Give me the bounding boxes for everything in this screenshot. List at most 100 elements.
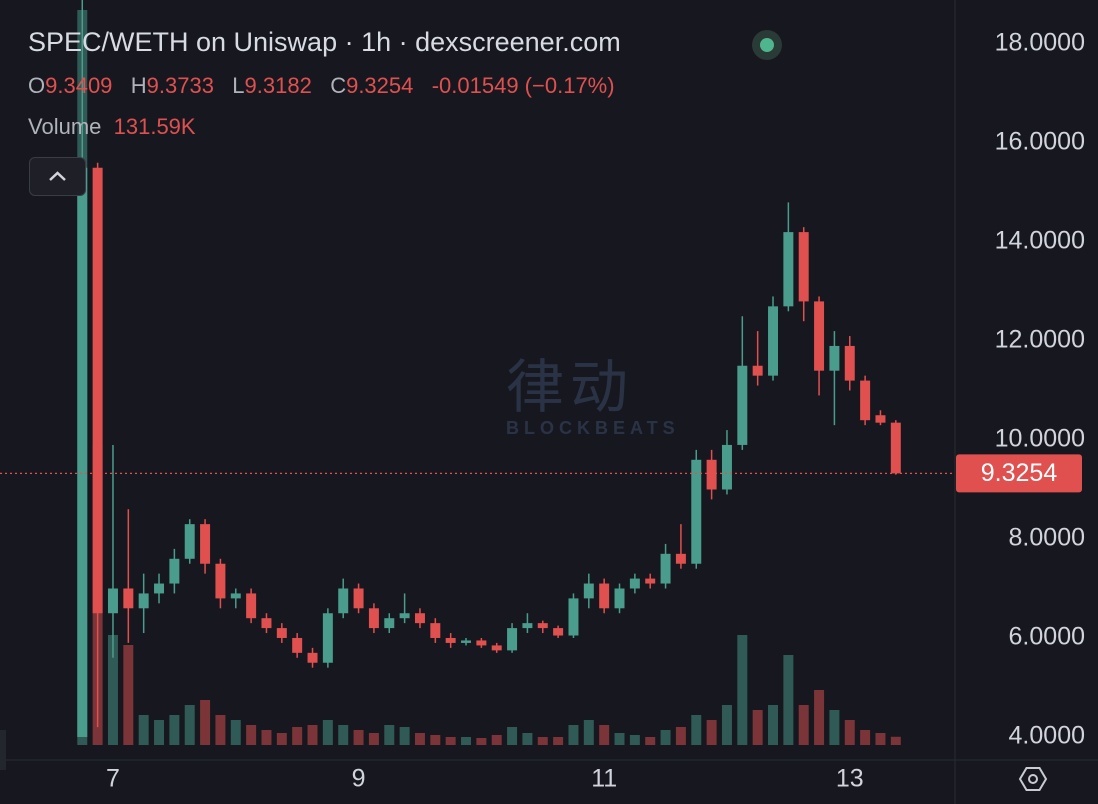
last-price-tag: [956, 454, 1082, 493]
volume-bar: [169, 715, 180, 745]
ohlc-label: H: [130, 73, 147, 98]
price-layer: [0, 0, 955, 737]
volume-bar: [522, 733, 533, 745]
candle-body: [783, 232, 794, 307]
volume-bar: [798, 705, 809, 745]
y-tick-label: 4.0000: [1009, 722, 1085, 750]
volume-bar: [568, 725, 579, 745]
collapse-button[interactable]: [29, 157, 86, 196]
volume-bar: [768, 705, 779, 745]
candle-body: [491, 645, 502, 651]
x-tick-label: 7: [106, 765, 120, 793]
candle-body: [583, 583, 594, 599]
candle-body: [107, 588, 118, 614]
chevron: [49, 171, 66, 181]
volume-bar: [491, 735, 502, 745]
settings-icon: [1018, 767, 1048, 791]
volume-bar: [414, 733, 425, 745]
candle-body: [507, 628, 518, 651]
candle-body: [261, 618, 272, 629]
candle-body: [138, 593, 149, 609]
watermark: 律动 BLOCKBEATS: [436, 358, 680, 439]
volume-bar: [645, 737, 656, 745]
ohlc-value: 9.3254: [346, 73, 414, 98]
candle-body: [92, 167, 103, 614]
candle-body: [629, 578, 640, 589]
volume-bar: [614, 733, 625, 745]
volume-bar: [691, 715, 702, 745]
volume-bar: [338, 725, 349, 745]
volume-bar: [507, 727, 518, 745]
chart-title: SPEC/WETH on Uniswap · 1h · dexscreener.…: [28, 27, 621, 57]
volume-bar: [706, 720, 717, 745]
y-tick-label: 6.0000: [1009, 623, 1085, 651]
candle-body: [461, 640, 472, 643]
ohlc-value: 9.3182: [244, 73, 312, 98]
volume-bar: [814, 690, 825, 745]
chevron-icon: [49, 171, 66, 181]
volume-bar: [154, 720, 165, 745]
volume-bar: [230, 720, 241, 745]
y-tick-label: 10.0000: [995, 425, 1085, 453]
candle-body: [675, 553, 686, 564]
candle-body: [614, 588, 625, 609]
volume-bar: [629, 735, 640, 745]
volume-bar: [307, 725, 318, 745]
candle-body: [890, 422, 901, 474]
volume-bar: [292, 727, 303, 745]
volume-bar: [184, 705, 195, 745]
volume-bar: [844, 720, 855, 745]
axes: 4.0000 6.0000 8.0000 10.0000 12.0000 14.0000 1…: [106, 29, 1085, 793]
candle-body: [568, 598, 579, 636]
ohlc-label: C: [330, 73, 347, 98]
volume-bar: [107, 635, 118, 745]
candle-body: [814, 301, 825, 371]
candle-body: [522, 623, 533, 629]
volume-bar: [553, 737, 564, 745]
candle-body: [537, 623, 548, 629]
candle-body: [691, 459, 702, 564]
volume-bar: [261, 730, 272, 745]
candle-body: [307, 652, 318, 663]
candle-body: [875, 415, 886, 423]
candle-body: [77, 167, 88, 737]
ohlc-value: 9.3409: [45, 73, 113, 98]
watermark-logo: 律动: [506, 355, 635, 420]
volume-row: Volume 131.59K: [28, 114, 196, 140]
volume-bar: [660, 730, 671, 745]
y-tick-label: 14.0000: [995, 227, 1085, 255]
volume-bar: [215, 715, 226, 745]
candle-body: [246, 593, 257, 619]
candle-body: [752, 365, 763, 376]
volume-bar: [399, 727, 410, 745]
candle-body: [768, 306, 779, 376]
volume-bar: [890, 736, 901, 745]
candle-body: [338, 588, 349, 614]
candle-body: [660, 553, 671, 584]
volume-bar: [875, 733, 886, 745]
volume-label: Volume: [28, 114, 102, 139]
candle-body: [737, 365, 748, 445]
ohlc-row: O9.3409 H9.3733 L9.3182 C9.3254 -0.01549…: [28, 73, 615, 99]
ohlc-change: -0.01549 (−0.17%): [431, 73, 615, 98]
x-tick-label: 13: [836, 765, 864, 793]
x-tick-label: 11: [591, 765, 617, 793]
candle-body: [322, 613, 333, 663]
watermark-text: BLOCKBEATS: [506, 418, 680, 438]
volume-bar: [384, 725, 395, 745]
candle-body: [445, 637, 456, 643]
settings-button[interactable]: [1018, 767, 1048, 791]
candle-body: [184, 524, 195, 559]
candle-body: [169, 558, 180, 584]
volume-bar: [461, 737, 472, 745]
last-price-label: 9.3254: [981, 459, 1058, 487]
y-tick-label: 16.0000: [995, 128, 1085, 156]
scroll-handle[interactable]: [0, 730, 6, 770]
volume-bar: [445, 737, 456, 745]
y-tick-label: 18.0000: [995, 29, 1085, 57]
candle-body: [553, 628, 564, 636]
candle-body: [154, 583, 165, 594]
candle-body: [599, 583, 610, 609]
